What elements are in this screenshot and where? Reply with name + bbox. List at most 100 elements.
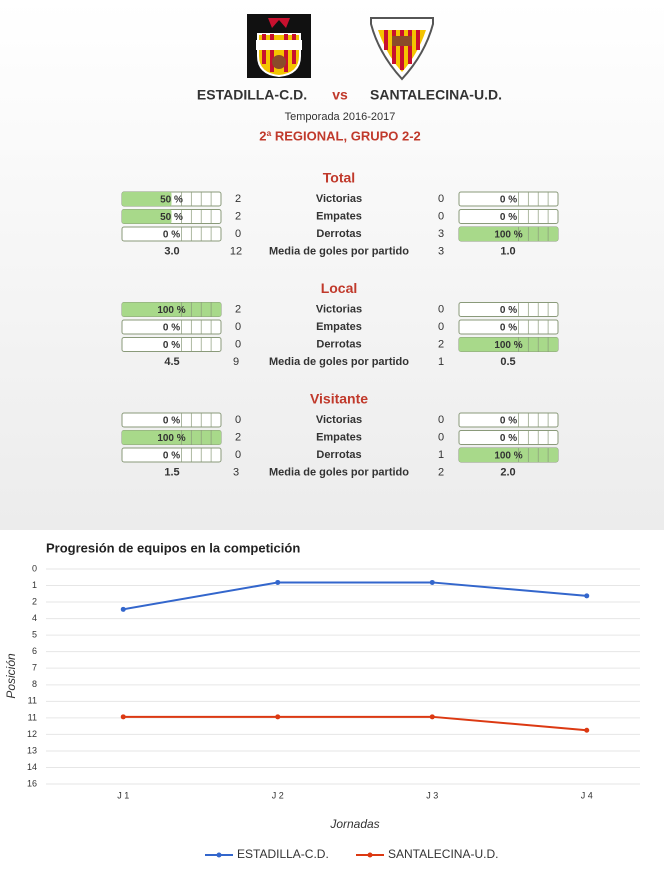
section-title: Local xyxy=(321,280,358,296)
bar-fill xyxy=(459,448,558,462)
home-goal-avg: 3.0 xyxy=(164,245,179,257)
row-label: Empates xyxy=(316,210,362,222)
bar-frame xyxy=(121,412,222,428)
y-tick-label: 11 xyxy=(28,712,37,722)
bar-fill xyxy=(122,192,172,206)
bar-label: 0 % xyxy=(500,433,517,444)
y-tick-label: 8 xyxy=(32,679,37,689)
away-count: 0 xyxy=(438,431,444,443)
away-count: 0 xyxy=(438,210,444,222)
bar-label: 100 % xyxy=(494,340,522,351)
away-count: 0 xyxy=(438,193,444,205)
series-point xyxy=(429,579,435,585)
bar-frame xyxy=(121,226,222,242)
y-tick-label: 7 xyxy=(32,663,37,673)
away-count: 0 xyxy=(438,303,444,315)
bar-label: 0 % xyxy=(163,451,180,462)
home-count: 2 xyxy=(235,193,241,205)
bar-fill xyxy=(122,209,172,224)
bar-fill xyxy=(122,302,221,317)
y-tick-label: 4 xyxy=(32,613,37,623)
home-count: 2 xyxy=(235,303,241,315)
series-point xyxy=(120,714,126,720)
away-logo xyxy=(370,17,434,81)
bar-label: 0 % xyxy=(163,230,180,241)
home-goals: 12 xyxy=(230,245,242,257)
bar-label: 100 % xyxy=(494,451,522,462)
row-label: Empates xyxy=(316,431,362,443)
bar-label: 0 % xyxy=(500,323,517,334)
legend-dot xyxy=(367,852,373,858)
legend-label: ESTADILLA-C.D. xyxy=(237,847,329,861)
bar-frame xyxy=(121,447,222,463)
home-count: 2 xyxy=(235,431,241,443)
bar-label: 0 % xyxy=(163,340,180,351)
y-tick-label: 11 xyxy=(28,696,37,706)
x-tick-label: J 2 xyxy=(272,790,284,800)
season: Temporada 2016-2017 xyxy=(285,111,396,123)
series-point xyxy=(429,714,435,720)
competition: 2ª REGIONAL, GRUPO 2-2 xyxy=(259,128,421,143)
bar-label: 100 % xyxy=(157,305,185,316)
y-tick-label: 2 xyxy=(32,596,37,606)
section-title: Total xyxy=(323,170,355,186)
row-label: Victorias xyxy=(316,414,362,426)
series-point xyxy=(275,579,281,585)
row-label: Victorias xyxy=(316,193,362,205)
home-team: ESTADILLA-C.D. xyxy=(197,87,307,103)
y-tick-label: 12 xyxy=(27,729,37,739)
home-count: 0 xyxy=(235,449,241,461)
row-label: Victorias xyxy=(316,303,362,315)
series-line xyxy=(123,581,587,611)
bar-label: 0 % xyxy=(500,416,517,427)
bar-frame xyxy=(458,430,559,445)
row-label: Derrotas xyxy=(316,338,361,350)
series-point xyxy=(584,593,590,599)
bar-fill xyxy=(122,430,221,445)
row-label: Derrotas xyxy=(316,449,361,461)
away-goal-avg: 1.0 xyxy=(500,245,515,257)
away-goals: 1 xyxy=(438,356,444,368)
bar-label: 0 % xyxy=(500,305,517,316)
home-goal-avg: 4.5 xyxy=(164,356,179,368)
bar-label: 50 % xyxy=(160,195,183,206)
x-tick-label: J 3 xyxy=(426,790,438,800)
y-tick-label: 13 xyxy=(27,745,37,755)
away-goal-avg: 0.5 xyxy=(500,356,515,368)
y-tick-label: 6 xyxy=(32,646,37,656)
y-tick-label: 5 xyxy=(32,629,37,639)
goals-label: Media de goles por partido xyxy=(269,245,409,257)
bar-label: 0 % xyxy=(163,323,180,334)
bar-label: 100 % xyxy=(494,230,522,241)
home-count: 0 xyxy=(235,414,241,426)
bar-frame xyxy=(458,412,559,428)
home-count: 2 xyxy=(235,210,241,222)
bar-frame xyxy=(121,319,222,335)
goals-label: Media de goles por partido xyxy=(269,466,409,478)
x-tick-label: J 4 xyxy=(581,790,593,800)
x-axis-label: Jornadas xyxy=(329,817,379,831)
series-point xyxy=(275,714,281,720)
bar-frame xyxy=(458,319,559,335)
home-logo xyxy=(247,14,311,78)
legend-label: SANTALECINA-U.D. xyxy=(388,847,498,861)
bar-label: 0 % xyxy=(500,212,517,223)
y-tick-label: 14 xyxy=(27,762,37,772)
bar-label: 100 % xyxy=(157,433,185,444)
away-count: 3 xyxy=(438,228,444,240)
y-axis-label: Posición xyxy=(4,653,18,699)
bar-fill xyxy=(459,227,558,241)
bar-label: 0 % xyxy=(500,195,517,206)
home-goals: 9 xyxy=(233,356,239,368)
bar-frame xyxy=(458,191,559,207)
series-point xyxy=(584,727,590,733)
series-point xyxy=(120,606,126,612)
bar-label: 0 % xyxy=(163,416,180,427)
y-tick-label: 1 xyxy=(32,580,37,590)
y-tick-label: 16 xyxy=(27,778,37,788)
away-count: 1 xyxy=(438,449,444,461)
home-goals: 3 xyxy=(233,466,239,478)
away-goal-avg: 2.0 xyxy=(500,466,515,478)
